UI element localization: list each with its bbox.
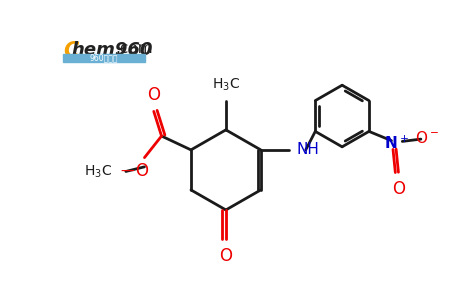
Text: .com: .com [116,41,154,56]
Text: O: O [147,86,160,104]
Text: H$_3$C: H$_3$C [84,163,112,180]
Text: NH: NH [296,142,319,157]
Text: H$_3$C: H$_3$C [212,76,240,93]
Text: 960化工网: 960化工网 [89,53,118,62]
Text: —: — [120,164,134,178]
Text: O$^-$: O$^-$ [415,130,439,146]
Text: N$^+$: N$^+$ [384,134,409,151]
Text: C: C [63,41,79,61]
Text: O: O [135,162,148,180]
Bar [63,54,145,62]
Text: O: O [219,247,232,265]
Text: hem960: hem960 [72,41,153,59]
Text: O: O [392,180,405,198]
